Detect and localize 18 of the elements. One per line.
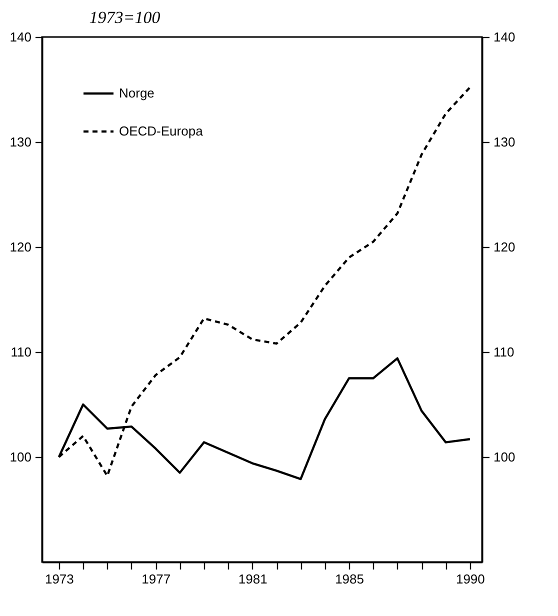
y2-tick-label: 100: [494, 450, 516, 464]
y2-tick-label: 130: [494, 134, 516, 150]
y-tick-label: 100: [10, 450, 32, 464]
y-tick-label: 130: [10, 134, 32, 150]
x-tick-label: 1985: [335, 572, 364, 586]
y-tick-label: 110: [10, 344, 32, 360]
legend-label: Norge: [119, 86, 154, 100]
y2-tick-label: 120: [494, 240, 516, 254]
y2-tick-label: 140: [494, 30, 516, 44]
chart-title: 1973=100: [89, 8, 161, 27]
y-tick-label: 140: [10, 30, 32, 44]
x-tick-label: 1977: [142, 572, 171, 586]
y-tick-label: 120: [10, 240, 32, 254]
legend-label: OECD-Europa: [119, 124, 204, 138]
x-tick-label: 1981: [238, 572, 268, 586]
x-tick-label: 1990: [456, 572, 485, 586]
y2-tick-label: 110: [494, 344, 514, 360]
x-tick-label: 1973: [44, 572, 74, 586]
